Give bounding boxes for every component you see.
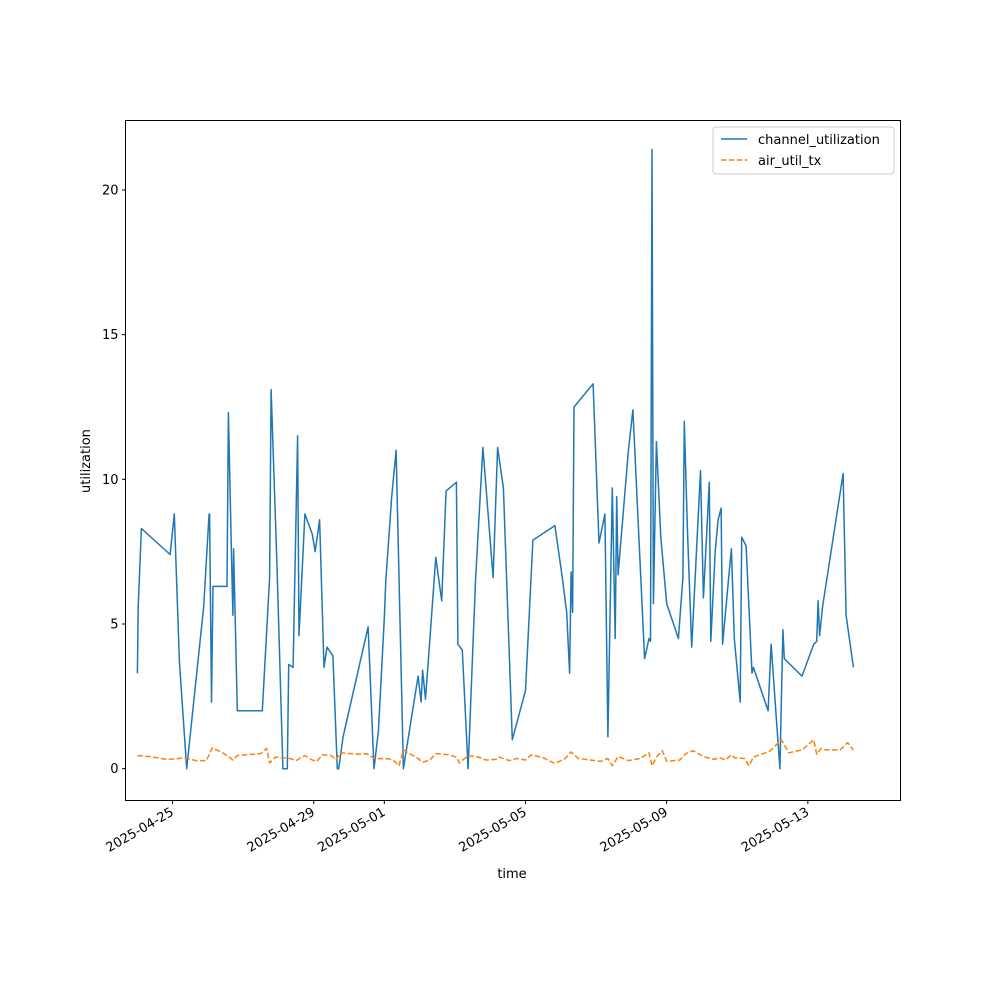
y-axis-label: utilization: [79, 429, 94, 493]
axes-frame: [125, 120, 901, 801]
series-line-air-util-tx: [137, 738, 854, 767]
legend-label-channel-utilization: channel_utilization: [758, 133, 880, 148]
legend-label-air-util-tx: air_util_tx: [758, 154, 822, 169]
y-tick-label: 15: [102, 328, 119, 343]
series-line-channel-utilization: [136, 148, 855, 770]
x-tick-label: 2025-05-05: [457, 805, 530, 856]
x-tick-label: 2025-04-29: [245, 805, 318, 856]
x-tick-label: 2025-05-09: [598, 805, 671, 856]
x-tick-label: 2025-05-13: [739, 805, 812, 856]
x-tick-label: 2025-04-25: [104, 805, 177, 856]
x-axis-label: time: [497, 867, 526, 882]
plot-area: [136, 148, 855, 770]
y-tick-label: 5: [110, 617, 118, 632]
x-tick-label: 2025-05-01: [315, 805, 388, 856]
y-tick-label: 10: [102, 473, 119, 488]
legend-box: [712, 126, 895, 175]
legend: channel_utilization air_util_tx: [712, 126, 895, 175]
y-tick-label: 20: [102, 183, 119, 198]
y-tick-label: 0: [110, 762, 118, 777]
